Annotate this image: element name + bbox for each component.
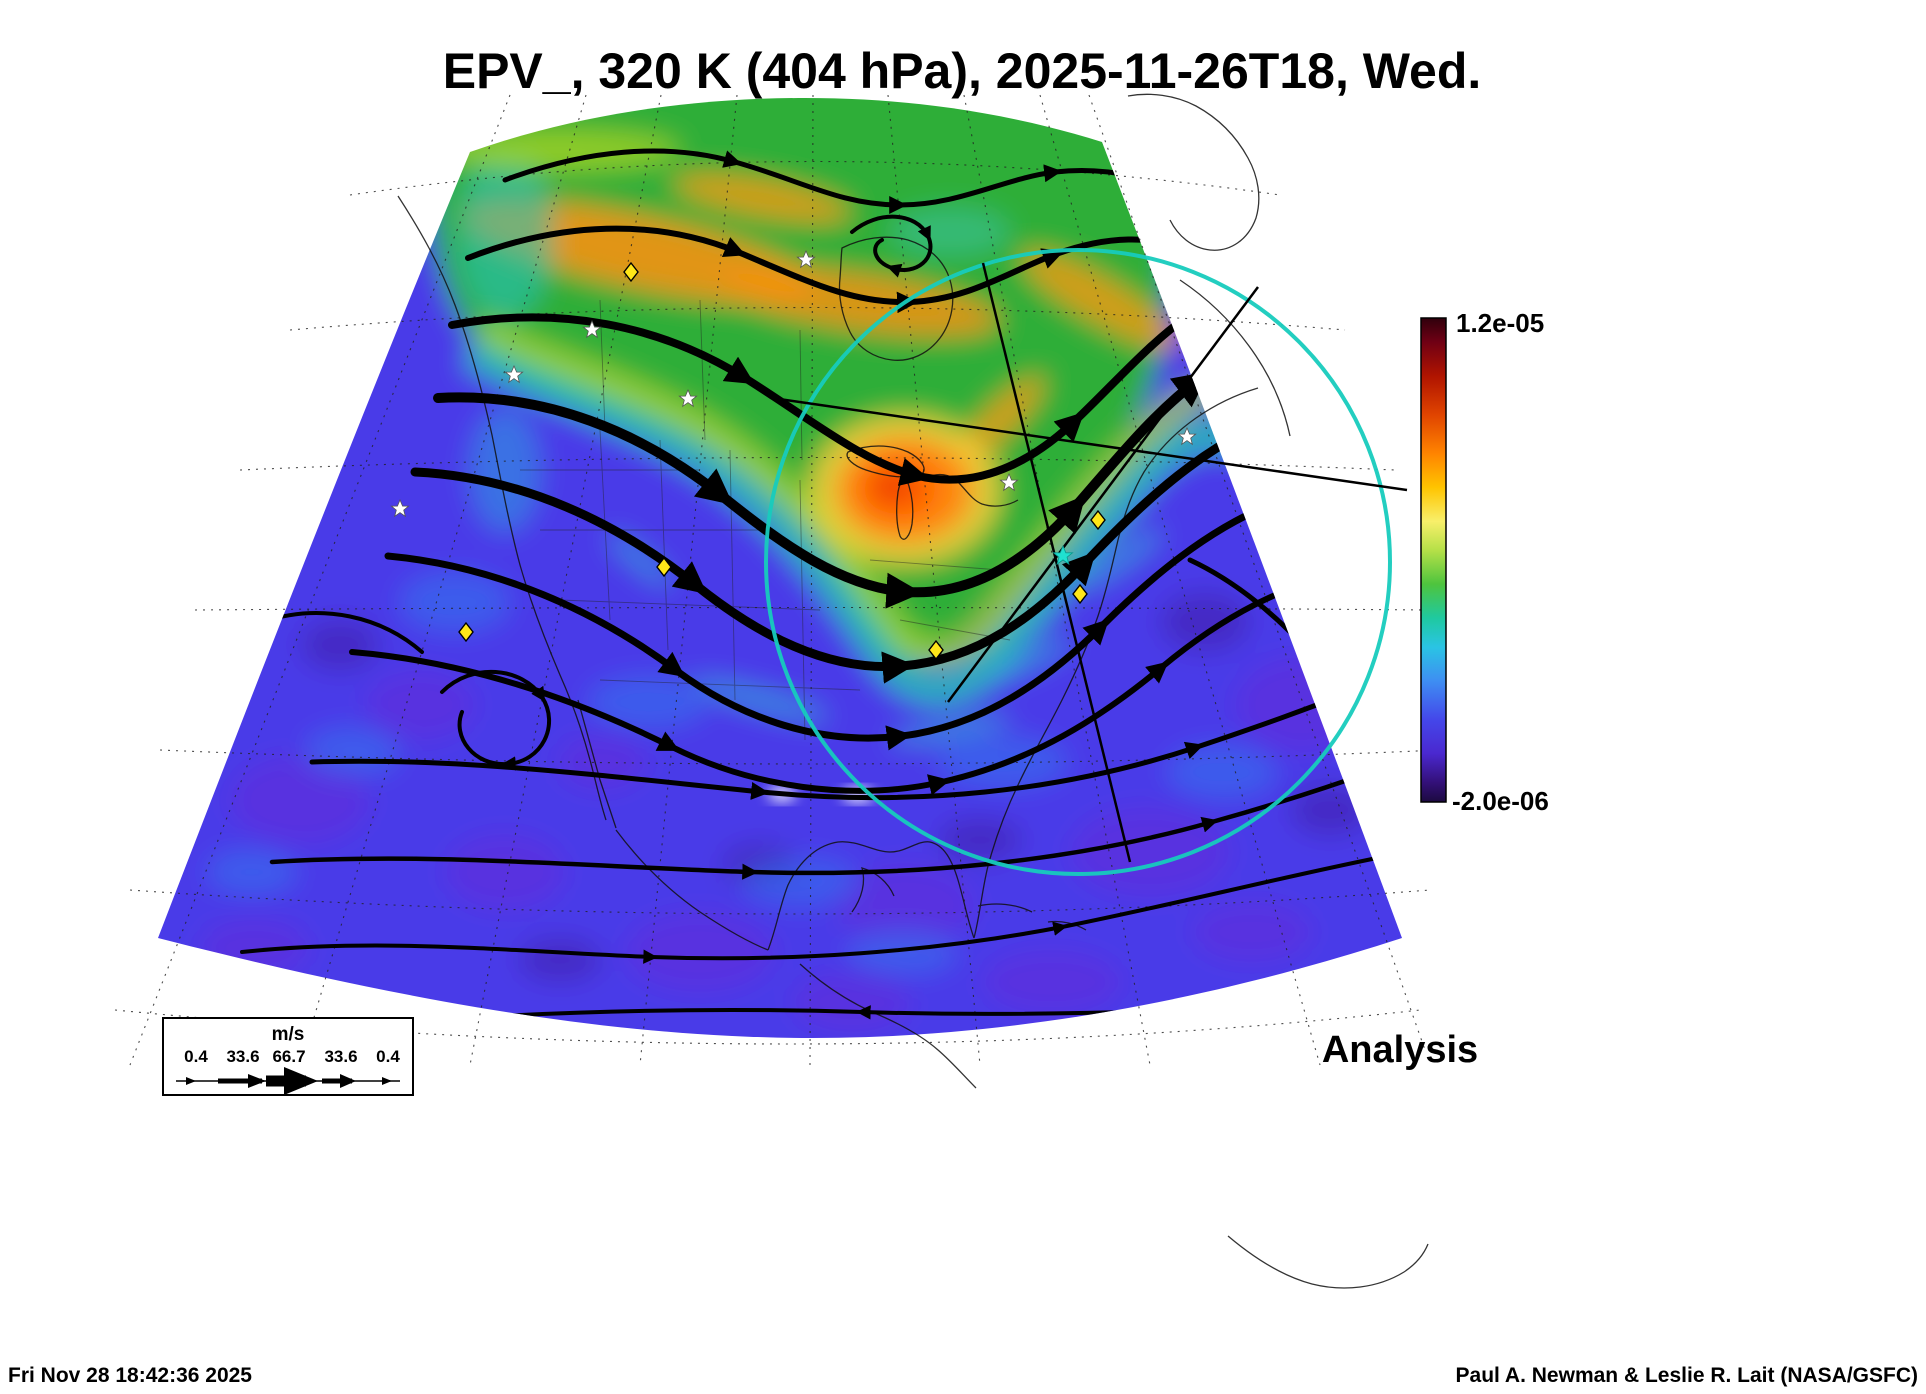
wind-legend-arrow-scale <box>176 1067 400 1095</box>
cross-section-line <box>981 262 1132 863</box>
wind-speed-legend: m/s 0.4 33.6 66.7 33.6 0.4 <box>162 1017 414 1096</box>
epv-field-blobs <box>158 98 1402 1038</box>
wind-legend-tick: 66.7 <box>272 1047 305 1066</box>
station-star-icon <box>504 364 524 384</box>
generation-timestamp: Fri Nov 28 18:42:36 2025 <box>8 1364 252 1387</box>
colorbar-max-label: 1.2e-05 <box>1456 308 1544 338</box>
epv-field <box>158 98 1402 1038</box>
station-diamond-icon <box>1090 509 1106 531</box>
cyan-star-station-icon <box>1052 544 1074 566</box>
figure-title: EPV_, 320 K (404 hPa), 2025-11-26T18, We… <box>443 43 1482 99</box>
wind-legend-tick: 0.4 <box>184 1047 208 1066</box>
white-star-markers <box>390 249 1197 518</box>
colorbar-gradient <box>1420 317 1447 803</box>
credit-text: Paul A. Newman & Leslie R. Lait (NASA/GS… <box>1456 1364 1918 1387</box>
cross-section-line <box>946 286 1260 703</box>
cross-section-lines <box>771 262 1408 863</box>
yellow-diamond-markers <box>458 261 1106 661</box>
station-diamond-icon <box>656 556 672 578</box>
station-diamond-icon <box>1072 583 1088 605</box>
station-star-icon <box>390 498 410 518</box>
colorbar: 1.2e-05 -2.0e-06 <box>1420 308 1549 816</box>
station-markers <box>390 249 1197 661</box>
station-star-icon <box>678 388 698 408</box>
wind-legend-tick: 33.6 <box>324 1047 357 1066</box>
range-ring-circle <box>764 248 1392 876</box>
wind-legend-tick: 0.4 <box>376 1047 400 1066</box>
analysis-label: Analysis <box>1322 1029 1478 1071</box>
station-star-icon <box>1177 426 1197 446</box>
station-diamond-icon <box>458 621 474 643</box>
station-star-icon <box>582 319 602 339</box>
wind-legend-tick: 33.6 <box>226 1047 259 1066</box>
station-diamond-icon <box>623 261 639 283</box>
cross-section-line <box>771 396 1408 492</box>
station-star-icon <box>796 249 816 269</box>
station-diamond-icon <box>928 639 944 661</box>
station-star-icon <box>999 472 1019 492</box>
colorbar-min-label: -2.0e-06 <box>1452 786 1549 816</box>
wind-legend-units: m/s <box>272 1024 305 1045</box>
